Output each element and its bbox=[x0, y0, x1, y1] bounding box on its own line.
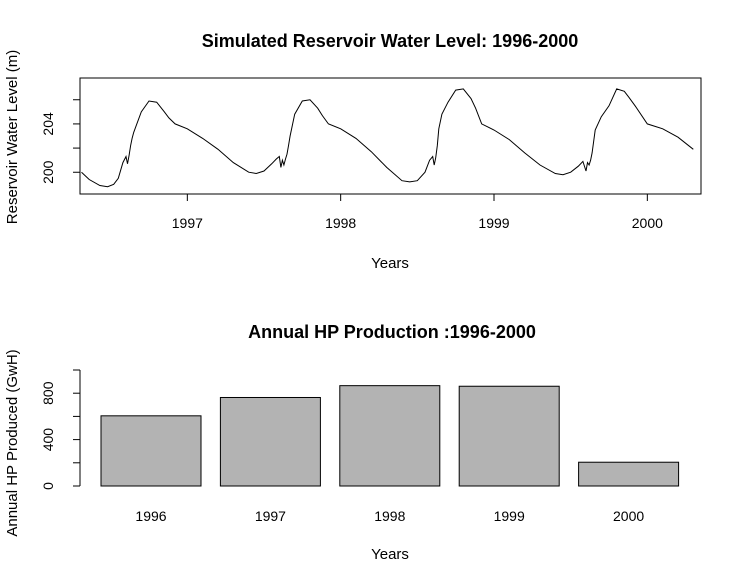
line-y-tick-label: 204 bbox=[40, 112, 56, 136]
line-x-axis: 1997 1998 1999 2000 bbox=[172, 194, 663, 231]
bar-2000 bbox=[578, 461, 680, 487]
bar-category-label: 1999 bbox=[494, 508, 525, 524]
bar-1996 bbox=[100, 415, 202, 487]
bar-y-tick-label: 400 bbox=[40, 428, 56, 452]
bar-y-tick-label: 800 bbox=[40, 381, 56, 405]
line-x-tick-label: 2000 bbox=[632, 215, 663, 231]
bar-category-label: 1996 bbox=[135, 508, 166, 524]
bar-y-tick-label: 0 bbox=[40, 482, 56, 490]
bar-x-axis-label: Years bbox=[371, 546, 409, 563]
water-level-line bbox=[81, 88, 694, 188]
line-plot-frame bbox=[79, 77, 702, 195]
bar-y-axis-label: Annual HP Produced (GwH) bbox=[4, 349, 21, 536]
hp-production-chart: Annual HP Production :1996-2000 0400800 … bbox=[4, 322, 680, 563]
bar-1997 bbox=[219, 396, 321, 487]
bar-category-labels: 1996 1997 1998 1999 2000 bbox=[135, 508, 644, 524]
line-x-tick-label: 1998 bbox=[325, 215, 356, 231]
bar-category-label: 1997 bbox=[255, 508, 286, 524]
water-level-chart: Simulated Reservoir Water Level: 1996-20… bbox=[4, 31, 702, 272]
line-x-axis-label: Years bbox=[371, 255, 409, 272]
line-y-tick-label: 200 bbox=[40, 160, 56, 184]
bar-y-axis: 0 400 800 bbox=[40, 369, 81, 490]
bar-series bbox=[100, 385, 680, 487]
bar-category-label: 2000 bbox=[613, 508, 644, 524]
bar-1998 bbox=[339, 385, 441, 487]
line-chart-title: Simulated Reservoir Water Level: 1996-20… bbox=[202, 31, 579, 51]
line-y-axis-label: Reservoir Water Level (m) bbox=[4, 50, 21, 224]
line-y-axis: 200 204 bbox=[40, 99, 80, 184]
bar-category-label: 1998 bbox=[374, 508, 405, 524]
bar-chart-title: Annual HP Production :1996-2000 bbox=[248, 322, 536, 342]
bar-1999 bbox=[458, 385, 560, 487]
line-x-tick-label: 1997 bbox=[172, 215, 203, 231]
line-x-tick-label: 1999 bbox=[478, 215, 509, 231]
